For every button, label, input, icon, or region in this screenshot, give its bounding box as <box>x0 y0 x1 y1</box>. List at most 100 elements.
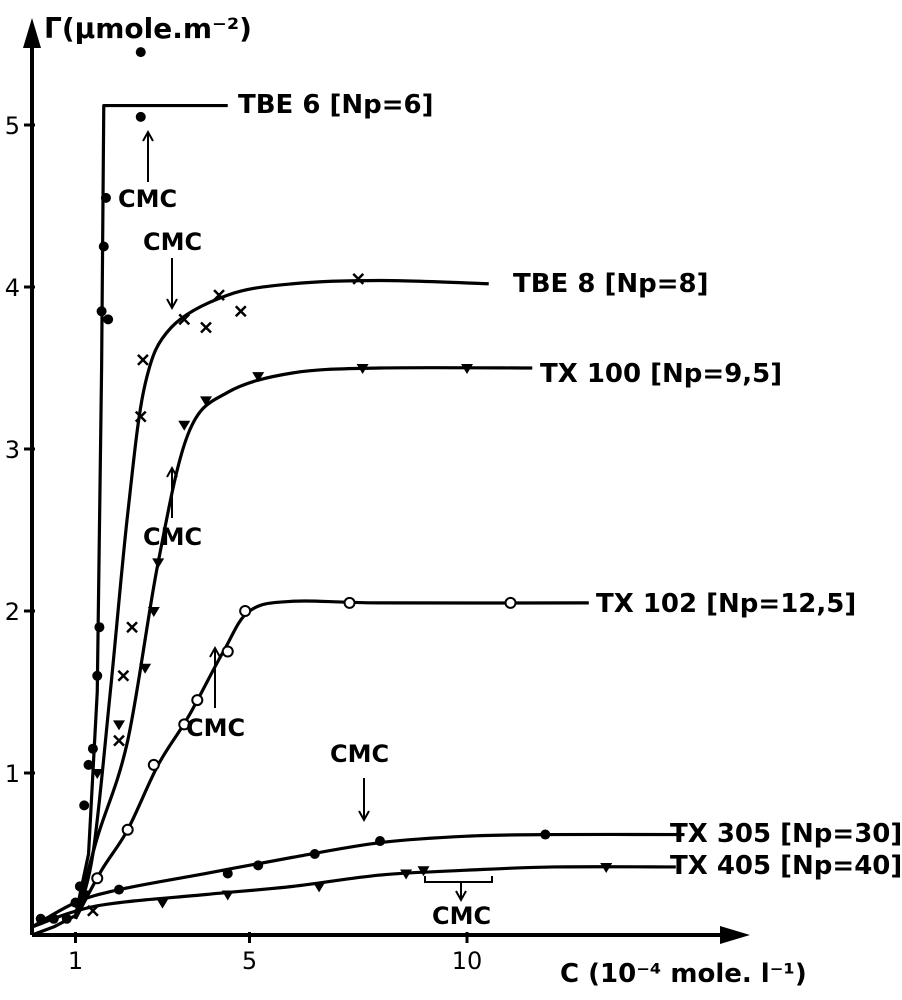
series-label: TBE 8 [Np=8] <box>513 269 709 299</box>
data-point <box>103 314 114 325</box>
y-tick-label: 1 <box>5 760 20 788</box>
cmc-label: CMC <box>143 228 202 256</box>
cmc-arrowhead <box>358 810 370 823</box>
data-point <box>213 289 225 301</box>
data-point <box>94 622 105 633</box>
series-line <box>31 865 676 929</box>
data-point <box>540 829 551 840</box>
cmc-arrowhead <box>209 645 221 658</box>
cmc-label: CMC <box>432 902 491 930</box>
data-point <box>221 890 234 901</box>
data-point <box>87 904 99 917</box>
cmc-label: CMC <box>143 523 202 551</box>
data-point <box>91 769 104 779</box>
series-line <box>73 278 489 920</box>
data-point <box>504 596 517 609</box>
data-point <box>83 759 94 770</box>
cmc-label: CMC <box>186 714 245 742</box>
data-point <box>400 869 413 880</box>
cmc-label: CMC <box>330 740 389 768</box>
data-point <box>356 364 369 374</box>
series-line <box>31 103 228 937</box>
cmc-arrowhead <box>142 129 154 142</box>
chart-labels: Γ(μmole.m⁻²) C (10⁻⁴ mole. l⁻¹) TBE 6 [Np=… <box>44 12 902 989</box>
x-tick-label: 10 <box>452 947 483 975</box>
data-point <box>134 410 147 423</box>
data-point <box>74 881 85 892</box>
series-label: TX 405 [Np=40] <box>670 851 902 881</box>
cmc-arrowhead <box>166 298 178 311</box>
data-point <box>87 743 98 754</box>
data-point <box>239 605 252 617</box>
data-point <box>352 273 365 285</box>
series-lines <box>31 103 685 937</box>
data-point <box>126 621 138 634</box>
data-point <box>178 313 191 326</box>
data-point <box>178 420 191 431</box>
y-tick-label: 2 <box>5 598 20 626</box>
data-point <box>252 372 265 383</box>
data-point <box>100 192 111 203</box>
data-point <box>135 47 146 58</box>
series-line <box>31 832 685 929</box>
data-point <box>156 898 169 909</box>
data-point <box>91 872 104 885</box>
data-point <box>191 694 204 707</box>
cmc-label: CMC <box>118 185 177 213</box>
data-point <box>221 645 234 658</box>
data-point <box>309 849 320 859</box>
cmc-bracket <box>424 876 493 883</box>
data-point <box>117 669 130 682</box>
y-axis-arrow <box>23 18 41 48</box>
data-point <box>253 860 264 871</box>
chart-axes: 1 2 3 4 5 1 5 10 <box>5 18 750 975</box>
series-label: TX 305 [Np=30] <box>670 819 902 849</box>
data-point <box>343 596 356 609</box>
series-label: TX 100 [Np=9,5] <box>540 359 782 389</box>
cmc-arrowhead <box>166 465 178 478</box>
data-point <box>92 670 103 681</box>
data-point <box>375 836 385 847</box>
data-point <box>147 607 160 617</box>
data-point <box>96 306 107 317</box>
y-tick-label: 5 <box>5 112 20 140</box>
data-point <box>98 241 109 252</box>
data-point <box>70 897 81 908</box>
data-point <box>600 862 613 873</box>
data-point <box>222 868 233 879</box>
data-point <box>79 800 90 811</box>
data-points <box>35 47 613 924</box>
y-tick-label: 3 <box>5 436 20 464</box>
data-point <box>114 884 124 895</box>
series-label: TX 102 [Np=12,5] <box>596 589 856 619</box>
data-point <box>313 882 326 893</box>
data-point <box>417 866 430 877</box>
series-line <box>73 366 533 920</box>
data-point <box>61 913 72 924</box>
data-point <box>178 718 191 731</box>
cmc-arrowhead <box>455 890 467 903</box>
data-point <box>48 913 59 924</box>
data-point <box>113 734 125 747</box>
x-tick-label: 5 <box>242 947 257 975</box>
data-point <box>135 111 146 122</box>
x-axis-label: C (10⁻⁴ mole. l⁻¹) <box>560 959 807 989</box>
data-point <box>139 663 152 674</box>
data-point <box>200 321 212 334</box>
data-point <box>121 823 134 836</box>
data-point <box>35 913 46 924</box>
x-tick-label: 1 <box>68 947 83 975</box>
data-point <box>147 758 160 771</box>
data-point <box>78 890 91 901</box>
data-point <box>200 396 212 407</box>
data-point <box>113 720 125 731</box>
y-axis-label: Γ(μmole.m⁻²) <box>44 12 252 45</box>
data-point <box>137 354 149 366</box>
data-point <box>461 364 473 374</box>
y-tick-label: 4 <box>5 274 20 302</box>
data-point <box>234 305 247 318</box>
series-line <box>74 599 589 920</box>
series-label: TBE 6 [Np=6] <box>238 90 434 120</box>
x-axis-arrow <box>720 926 750 944</box>
